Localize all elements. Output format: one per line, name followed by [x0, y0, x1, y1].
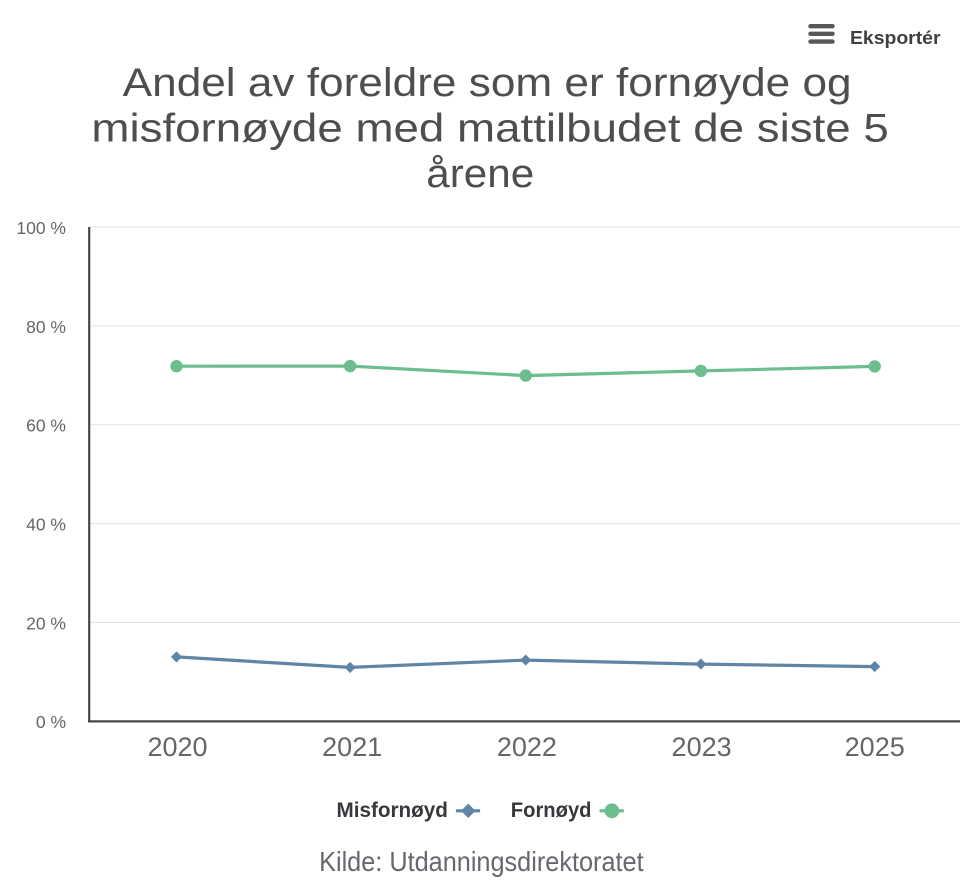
- svg-text:Eksportér: Eksportér: [850, 28, 941, 48]
- svg-text:Andel av foreldre som er fornø: Andel av foreldre som er fornøyde og: [123, 61, 852, 105]
- svg-text:100 %: 100 %: [16, 218, 66, 238]
- svg-text:Kilde: Utdanningsdirektoratet: Kilde: Utdanningsdirektoratet: [319, 846, 644, 877]
- svg-text:2020: 2020: [147, 732, 207, 762]
- svg-text:60 %: 60 %: [26, 416, 66, 436]
- svg-text:årene: årene: [426, 152, 534, 196]
- svg-text:80 %: 80 %: [26, 317, 66, 337]
- svg-text:20 %: 20 %: [26, 613, 66, 633]
- svg-text:misfornøyde med mattilbudet de: misfornøyde med mattilbudet de siste 5: [91, 107, 888, 151]
- svg-text:2022: 2022: [497, 732, 557, 762]
- svg-text:2023: 2023: [672, 732, 732, 762]
- svg-text:40 %: 40 %: [26, 515, 66, 535]
- svg-text:Misfornøyd: Misfornøyd: [337, 799, 448, 822]
- svg-text:0 %: 0 %: [36, 712, 66, 732]
- svg-text:2021: 2021: [322, 732, 382, 762]
- svg-text:2025: 2025: [845, 732, 905, 762]
- svg-text:Fornøyd: Fornøyd: [511, 799, 592, 822]
